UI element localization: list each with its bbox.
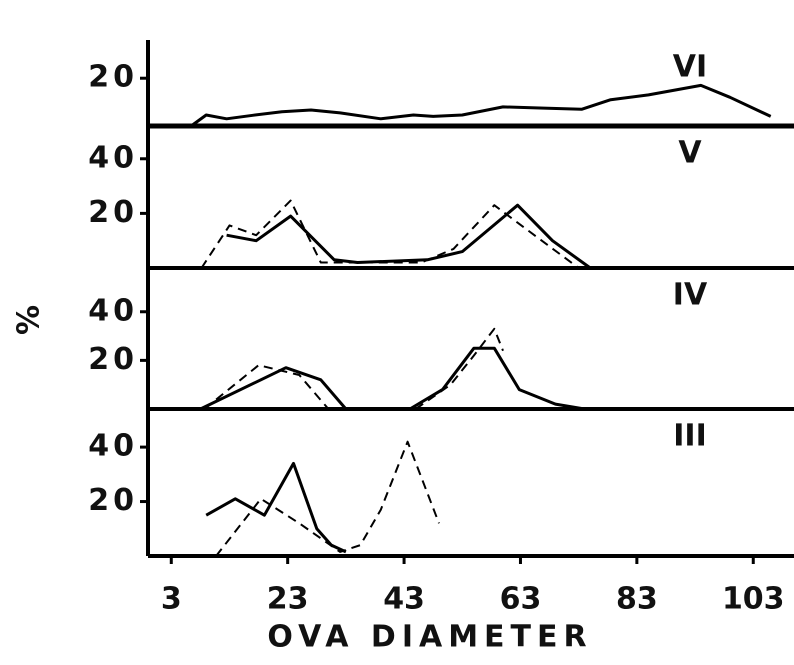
x-tick-label: 43 [383, 582, 425, 617]
y-tick-label: 20 [88, 60, 138, 95]
series-line [415, 327, 504, 410]
panel-label: IV [673, 278, 708, 313]
y-axis-label: % [12, 305, 47, 335]
x-tick-label: 63 [500, 582, 542, 617]
y-tick-label: 20 [88, 342, 138, 377]
x-tick-label: 23 [267, 582, 309, 617]
series-line [190, 83, 772, 128]
series-line [409, 346, 585, 411]
y-tick-label: 20 [88, 195, 138, 230]
y-tick-label: 40 [88, 140, 138, 175]
x-tick-label: 3 [161, 582, 182, 617]
x-axis-label: OVA DIAMETER [267, 620, 592, 655]
panel-label: III [673, 419, 707, 454]
series-line [226, 203, 592, 270]
y-tick-label: 20 [88, 483, 138, 518]
x-tick-label: 83 [616, 582, 658, 617]
panel-label: V [678, 136, 702, 171]
series-line [199, 366, 348, 411]
x-tick-label: 103 [722, 582, 785, 617]
series-line [215, 440, 440, 557]
panel-label: VI [673, 50, 707, 85]
y-tick-label: 40 [88, 293, 138, 328]
series-line [203, 364, 330, 410]
y-tick-label: 40 [88, 429, 138, 464]
